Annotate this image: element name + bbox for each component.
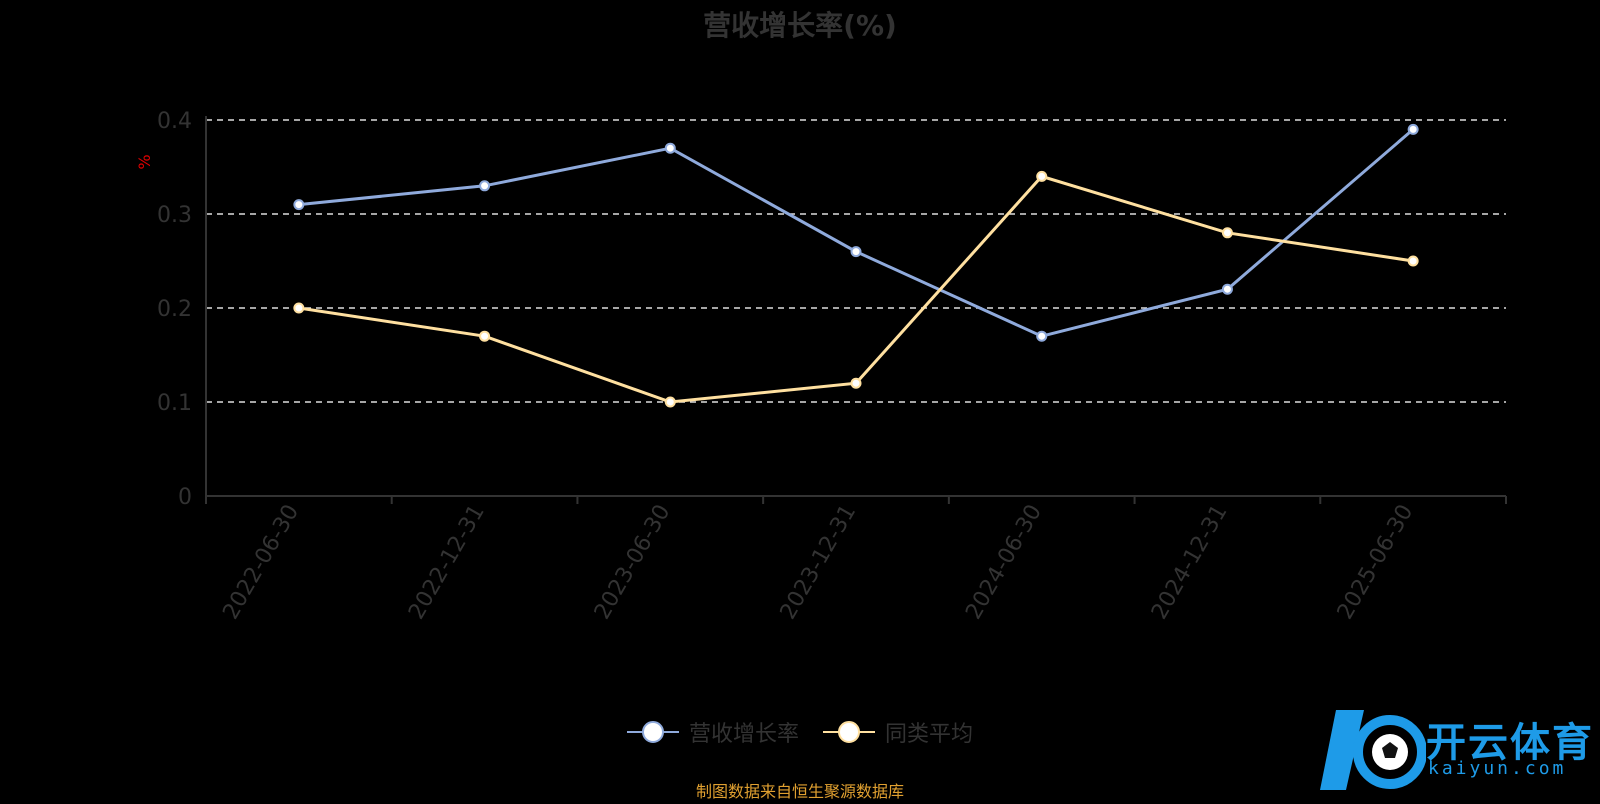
y-axis-label: %: [135, 154, 154, 169]
series-1-point: [293, 199, 305, 211]
series-2-point: [664, 396, 676, 408]
brand-logo-icon: [1320, 710, 1427, 790]
data-source-note: 制图数据来自恒生聚源数据库: [695, 782, 904, 801]
watermark-brand: 开云体育: [1426, 720, 1594, 766]
chart-title: 营收增长率(%): [703, 9, 897, 42]
series-1-point: [664, 142, 676, 154]
series-1-point: [850, 246, 862, 258]
x-tick-label: 2024-12-31: [1147, 501, 1233, 624]
legend-item-series-1[interactable]: 营收增长率: [626, 716, 799, 748]
series-2-point: [293, 302, 305, 314]
x-tick-label: 2022-12-31: [404, 500, 490, 623]
legend-marker-icon: [823, 721, 875, 743]
series-1-point: [1036, 330, 1048, 342]
y-tick-label: 0.4: [157, 109, 192, 134]
legend-label-series-1: 营收增长率: [688, 722, 799, 747]
series-line-1: [298, 128, 1415, 338]
series-2-point: [479, 330, 491, 342]
legend: 营收增长率 同类平均: [0, 716, 1600, 748]
series-2-point: [850, 377, 862, 389]
series-1-point: [479, 180, 491, 192]
x-tick-label: 2024-06-30: [961, 501, 1047, 624]
legend-item-series-2[interactable]: 同类平均: [823, 716, 973, 748]
y-tick-label: 0: [178, 485, 192, 510]
x-tick-label: 2023-06-30: [590, 501, 676, 624]
series-1-point: [1407, 123, 1419, 135]
legend-label-series-2: 同类平均: [885, 722, 974, 747]
series-2-point: [1221, 227, 1233, 239]
y-tick-label: 0.3: [157, 203, 192, 228]
watermark-site: kaiyun.com: [1428, 758, 1567, 779]
series-line-2: [298, 174, 1414, 404]
x-tick-label: 2022-06-30: [218, 501, 304, 624]
legend-marker-icon: [626, 721, 679, 743]
watermark-logo: 开云体育 kaiyun.com: [1316, 700, 1600, 800]
y-tick-label: 0.2: [157, 297, 192, 322]
y-tick-label: 0.1: [157, 391, 192, 416]
series-1-point: [1221, 283, 1233, 295]
series-2-point: [1036, 170, 1048, 182]
x-tick-label: 2023-12-31: [776, 501, 862, 624]
line-chart: 0 0.1 0.2 0.3 0.4% 2022-06-30 2022-12-31 2023-0…: [135, 109, 1507, 624]
series-2-point: [1407, 255, 1419, 267]
x-tick-label: 2025-06-30: [1333, 501, 1419, 624]
